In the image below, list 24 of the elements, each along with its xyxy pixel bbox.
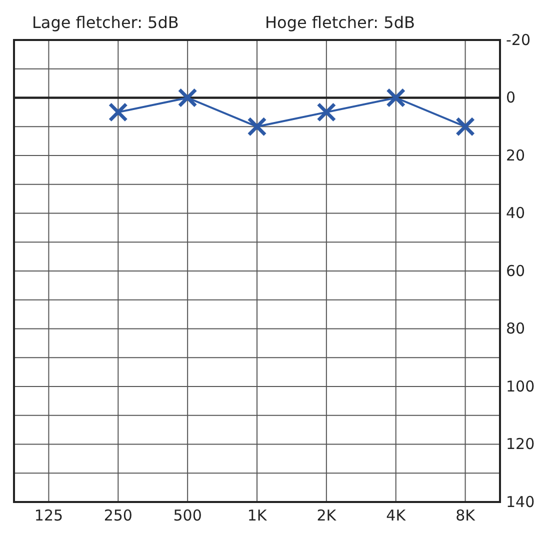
point (386, 88, 406, 108)
point (247, 116, 267, 136)
y-tick-label: 80 (506, 320, 526, 338)
y-tick-label: 20 (506, 146, 526, 164)
x-tick-label: 4K (386, 506, 407, 525)
text: Hoge fletcher: 5dB (265, 13, 415, 32)
x-tick-label: 250 (104, 506, 132, 525)
point (316, 102, 336, 122)
text: Lage fletcher: 5dB (32, 13, 179, 32)
x-tick-label: 500 (173, 506, 202, 525)
x-tick-label: 1K (247, 506, 268, 525)
y-tick-label: -20 (506, 30, 530, 49)
y-tick-label: 140 (506, 492, 535, 511)
point (178, 88, 198, 108)
y-tick-label: 120 (506, 435, 535, 454)
y-tick-label: 100 (506, 377, 535, 396)
point (456, 116, 476, 136)
x-tick-label: 2K (316, 506, 338, 525)
x-tick-label: 125 (34, 506, 64, 525)
x-tick-label: 8K (456, 506, 476, 525)
point (108, 102, 128, 122)
y-tick-label: 60 (506, 262, 526, 280)
y-tick-label: 40 (506, 204, 526, 222)
y-tick-label: 0 (506, 88, 516, 107)
